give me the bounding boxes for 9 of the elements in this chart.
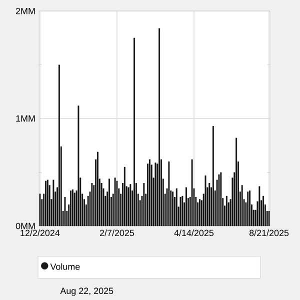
x-tick-label: 4/14/2025 xyxy=(174,230,214,236)
legend-label: Volume xyxy=(50,263,80,270)
y-tick-label: 0MM xyxy=(16,222,35,230)
y-tick-label: 2MM xyxy=(16,8,35,14)
x-tick-label: 12/2/2024 xyxy=(20,230,60,236)
x-tick-label: 2/7/2025 xyxy=(100,230,134,236)
text: Aug 22, 2025 xyxy=(60,288,114,296)
y-tick-label: 1MM xyxy=(16,115,35,122)
x-tick-label: 8/21/2025 xyxy=(249,230,289,236)
